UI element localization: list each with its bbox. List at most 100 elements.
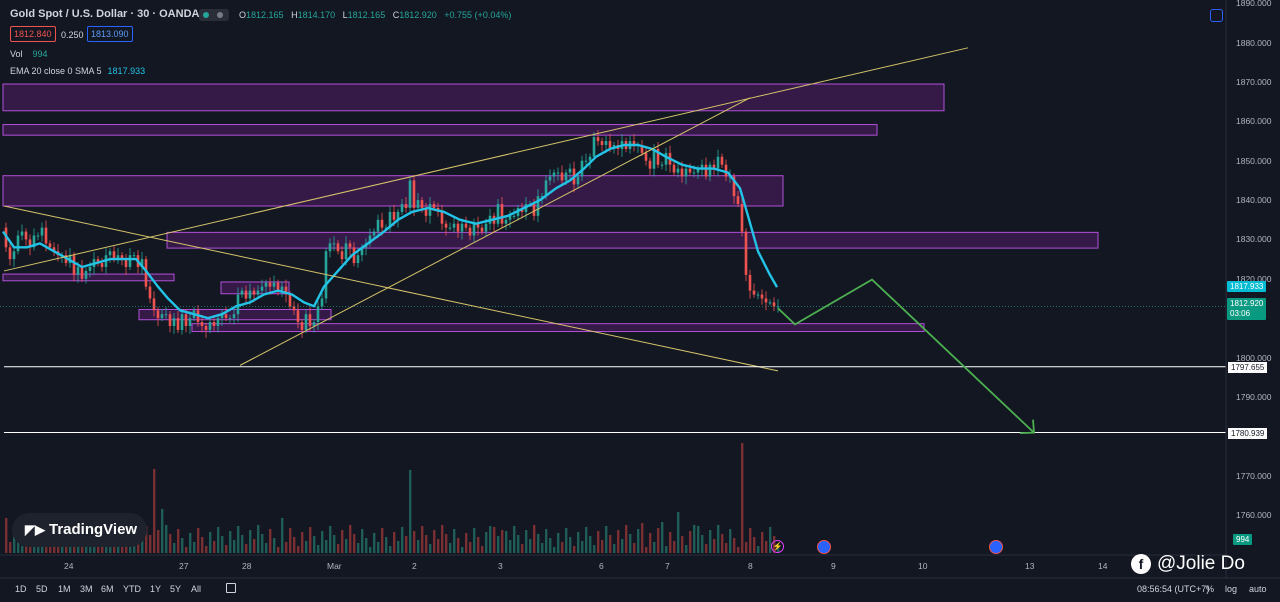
log-toggle[interactable]: log xyxy=(1225,584,1238,594)
volume-bar xyxy=(241,535,244,553)
volume-bar xyxy=(17,537,20,553)
timeframe-button[interactable]: 1Y xyxy=(150,584,162,594)
candle-body xyxy=(540,196,544,198)
eye-icon xyxy=(217,12,223,18)
market-status-indicator[interactable] xyxy=(199,9,229,21)
candle-body xyxy=(544,180,548,197)
candle-body xyxy=(604,141,608,146)
volume-bar xyxy=(557,533,560,553)
candle-body xyxy=(108,251,112,256)
volume-bar xyxy=(393,532,396,553)
volume-bar xyxy=(669,532,672,553)
auto-toggle[interactable]: auto xyxy=(1249,584,1267,594)
date-range-icon[interactable] xyxy=(226,583,236,593)
symbol-title[interactable]: Gold Spot / U.S. Dollar · 30 · OANDA xyxy=(10,8,200,20)
candle-body xyxy=(12,251,16,260)
open-value: 1812.165 xyxy=(246,10,284,20)
candle-body xyxy=(308,314,312,327)
volume-bar xyxy=(249,530,252,553)
volume-bar xyxy=(165,525,168,553)
volume-bar xyxy=(161,509,164,553)
volume-bar xyxy=(145,526,148,553)
volume-bar xyxy=(325,540,328,553)
close-value: 1812.920 xyxy=(399,10,437,20)
volume-bar xyxy=(517,535,520,553)
candle-body xyxy=(96,259,100,264)
us-flag-icon[interactable] xyxy=(817,540,831,554)
volume-bar xyxy=(221,536,224,553)
candle-body xyxy=(48,243,52,248)
zone-rect xyxy=(166,231,1099,249)
volume-bar xyxy=(329,526,332,553)
price-tick-label: 1800.000 xyxy=(1236,352,1272,363)
volume-bar xyxy=(425,535,428,553)
buy-button[interactable]: 1813.090 xyxy=(87,26,133,42)
chat-icon[interactable] xyxy=(1210,9,1223,22)
volume-bar xyxy=(141,540,144,553)
candle-body xyxy=(700,164,704,169)
candle-body xyxy=(580,160,584,177)
candle-body xyxy=(316,306,320,323)
timeframe-button[interactable]: 5Y xyxy=(170,584,182,594)
time-tick-label: 14 xyxy=(1098,561,1108,571)
volume-bar xyxy=(173,543,176,553)
ema-legend[interactable]: EMA 20 close 0 SMA 5 1817.933 xyxy=(10,66,145,76)
volume-bar xyxy=(233,540,236,553)
volume-bar xyxy=(593,545,596,553)
volume-bar xyxy=(349,525,352,553)
candle-body xyxy=(640,145,644,153)
volume-bar xyxy=(441,525,444,553)
candle-body xyxy=(656,148,660,165)
clock[interactable]: 08:56:54 (UTC+7) xyxy=(1137,584,1210,594)
zone-rect xyxy=(2,83,945,112)
timeframe-button[interactable]: All xyxy=(191,584,202,594)
candle-body xyxy=(760,294,764,299)
volume-bar xyxy=(477,537,480,553)
timeframe-button[interactable]: 5D xyxy=(36,584,48,594)
timeframe-button[interactable]: 3M xyxy=(80,584,93,594)
candle-body xyxy=(500,204,504,224)
volume-bar xyxy=(461,547,464,553)
candle-body xyxy=(600,141,604,146)
timeframe-button[interactable]: YTD xyxy=(123,584,141,594)
candle-body xyxy=(124,259,128,267)
volume-bar xyxy=(541,543,544,553)
candle-body xyxy=(252,290,256,295)
lightning-icon[interactable]: ⚡ xyxy=(771,540,784,553)
volume-bar xyxy=(469,542,472,553)
volume-bar xyxy=(297,546,300,553)
volume-bar xyxy=(21,546,24,553)
candle-body xyxy=(380,219,384,228)
volume-bar xyxy=(641,523,644,553)
ema-price-tag: 1817.933 xyxy=(1227,280,1267,292)
candle-body xyxy=(272,282,276,287)
timeframe-button[interactable]: 1M xyxy=(58,584,71,594)
candle-body xyxy=(756,294,760,296)
trendline xyxy=(3,205,779,372)
volume-bar xyxy=(673,541,676,553)
us-flag-icon[interactable] xyxy=(989,540,1003,554)
candle-body xyxy=(508,215,512,220)
percent-toggle[interactable]: % xyxy=(1206,584,1215,594)
symbol-header[interactable]: Gold Spot / U.S. Dollar · 30 · OANDA xyxy=(10,8,199,20)
volume-bar xyxy=(293,537,296,553)
candle-body xyxy=(260,286,264,291)
candle-body xyxy=(128,255,132,267)
tradingview-logo[interactable]: ◤▶ TradingView xyxy=(12,513,147,547)
timeframe-button[interactable]: 6M xyxy=(101,584,114,594)
volume-bar xyxy=(341,530,344,553)
volume-bar xyxy=(741,443,744,553)
volume-bar xyxy=(449,543,452,553)
candle-body xyxy=(588,156,592,161)
low-key: L xyxy=(342,10,348,20)
sell-button[interactable]: 1812.840 xyxy=(10,26,56,42)
volume-tag: 994 xyxy=(1233,534,1253,545)
candle-body xyxy=(360,247,364,256)
volume-bar xyxy=(489,526,492,553)
volume-legend[interactable]: Vol 994 xyxy=(10,49,48,59)
price-tick-label: 1830.000 xyxy=(1236,234,1272,245)
timeframe-button[interactable]: 1D xyxy=(15,584,27,594)
candle-body xyxy=(328,243,332,252)
volume-bar xyxy=(369,547,372,553)
